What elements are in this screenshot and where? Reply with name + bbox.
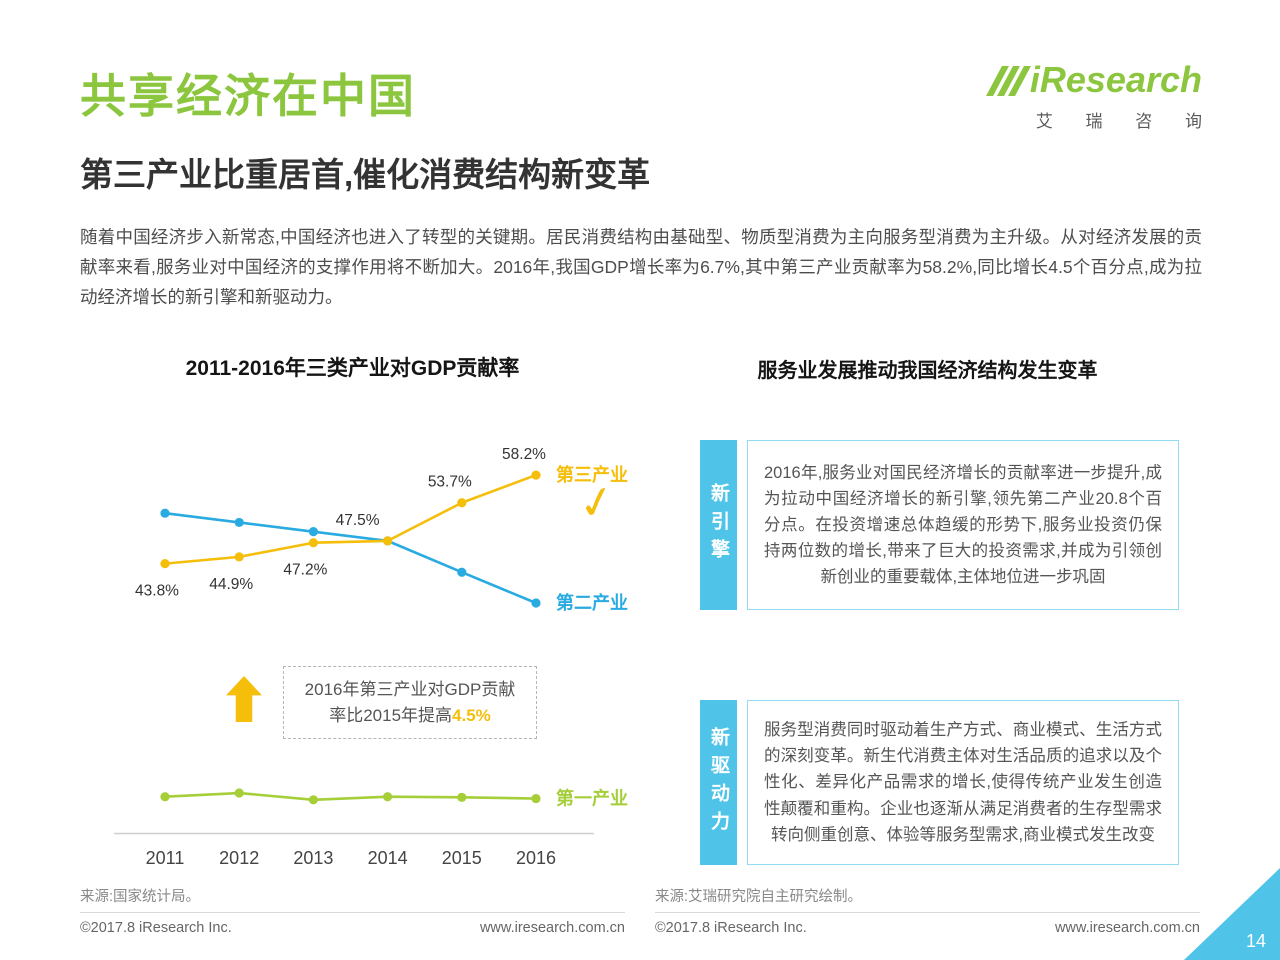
footer-right: ©2017.8 iResearch Inc. www.iresearch.com… — [655, 920, 1200, 936]
svg-text:43.8%: 43.8% — [135, 583, 179, 600]
source-note-left: 来源:国家统计局。 — [80, 889, 201, 905]
section-headline: 第三产业比重居首,催化消费结构新变革 — [80, 156, 651, 193]
iresearch-logo: iResearch 艾 瑞 咨 询 — [985, 59, 1202, 132]
website-text: www.iresearch.com.cn — [479, 920, 625, 936]
logo-subtext: 艾 瑞 咨 询 — [1035, 112, 1216, 131]
svg-text:2012: 2012 — [219, 848, 259, 868]
svg-text:44.9%: 44.9% — [209, 576, 253, 593]
svg-text:第一产业: 第一产业 — [556, 788, 628, 809]
label-bar-new-engine: 新引擎 — [700, 440, 737, 610]
svg-text:2016: 2016 — [516, 848, 556, 868]
logo-stripes-icon — [985, 66, 1031, 96]
logo-wordmark: iResearch — [1029, 59, 1202, 100]
chart-title: 2011-2016年三类产业对GDP贡献率 — [185, 357, 520, 380]
footer-left: ©2017.8 iResearch Inc. www.iresearch.com… — [80, 920, 625, 936]
info-box-text: 服务型消费同时驱动着生产方式、商业模式、生活方式的深刻变革。新生代消费主体对生活… — [764, 721, 1162, 844]
copyright-text: ©2017.8 iResearch Inc. — [655, 920, 807, 936]
callout-line1: 2016年第三产业对GDP贡献 — [304, 680, 516, 699]
svg-text:58.2%: 58.2% — [502, 446, 546, 463]
svg-text:2014: 2014 — [368, 848, 408, 868]
copyright-text: ©2017.8 iResearch Inc. — [80, 920, 232, 936]
label-bar-new-driver: 新驱动力 — [700, 700, 737, 865]
footer-divider-left — [80, 912, 625, 913]
intro-paragraph: 随着中国经济步入新常态,中国经济也进入了转型的关键期。居民消费结构由基础型、物质… — [80, 227, 1202, 308]
svg-text:第二产业: 第二产业 — [556, 592, 628, 613]
callout-highlight: 4.5% — [452, 705, 491, 725]
svg-text:2013: 2013 — [293, 848, 333, 868]
chart-callout: 2016年第三产业对GDP贡献 率比2015年提高4.5% — [283, 666, 537, 739]
footer-divider-right — [655, 912, 1200, 913]
svg-text:47.5%: 47.5% — [336, 512, 380, 529]
info-box-new-engine: 2016年,服务业对国民经济增长的贡献率进一步提升,成为拉动中国经济增长的新引擎… — [747, 440, 1179, 610]
label-bar-text: 新引擎 — [708, 483, 729, 567]
info-box-text: 2016年,服务业对国民经济增长的贡献率进一步提升,成为拉动中国经济增长的新引擎… — [764, 463, 1162, 587]
label-bar-text: 新驱动力 — [708, 726, 729, 839]
source-note-right: 来源:艾瑞研究院自主研究绘制。 — [655, 889, 863, 905]
gdp-contribution-line-chart: 2011 2012 2013 2014 2015 2016 第一产业 第二产业 第三产业 43.8… — [114, 446, 628, 868]
svg-text:53.7%: 53.7% — [428, 474, 472, 491]
logo-row: iResearch — [985, 59, 1202, 100]
right-section-title: 服务业发展推动我国经济结构发生变革 — [757, 360, 1098, 382]
page-title: 共享经济在中国 — [80, 70, 416, 122]
svg-text:47.2%: 47.2% — [283, 562, 327, 579]
svg-text:第三产业: 第三产业 — [556, 464, 628, 485]
callout-line2: 率比2015年提高 — [329, 705, 453, 725]
page-number: 14 — [1245, 931, 1266, 951]
svg-text:2015: 2015 — [442, 848, 482, 868]
website-text: www.iresearch.com.cn — [1054, 920, 1200, 936]
svg-text:2011: 2011 — [146, 848, 185, 868]
info-box-new-driver: 服务型消费同时驱动着生产方式、商业模式、生活方式的深刻变革。新生代消费主体对生活… — [747, 700, 1179, 865]
